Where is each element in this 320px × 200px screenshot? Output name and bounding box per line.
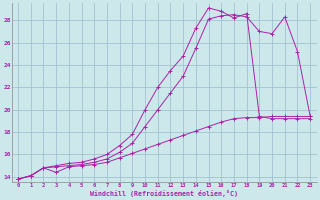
X-axis label: Windchill (Refroidissement éolien,°C): Windchill (Refroidissement éolien,°C) bbox=[90, 190, 238, 197]
